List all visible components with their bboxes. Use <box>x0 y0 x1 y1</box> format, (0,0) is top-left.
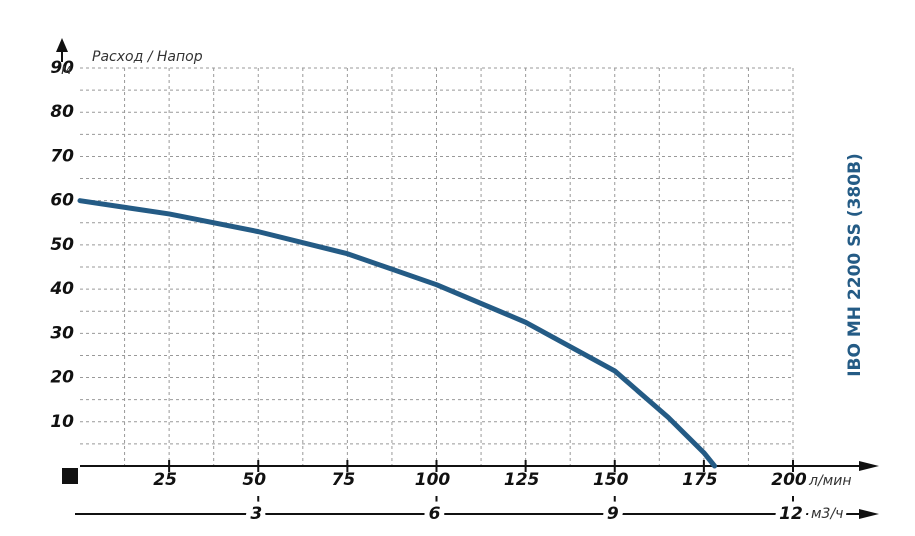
y-axis-label: Расход / Напор <box>92 49 203 65</box>
y-tick-label: 20 <box>50 368 74 388</box>
x-tick-label: 125 <box>504 470 540 490</box>
y-tick-label: 10 <box>50 412 74 432</box>
x2-tick-label: 12 <box>779 504 803 524</box>
y-tick-label: 90 <box>50 58 74 78</box>
x2-tick-label: 3 <box>250 504 262 524</box>
y-tick-label: 60 <box>50 191 74 211</box>
x-unit: л/мин <box>808 473 851 489</box>
x2-tick-label: 6 <box>429 504 441 524</box>
y-arrow <box>56 38 68 52</box>
x-tick-label: 50 <box>242 470 266 490</box>
y-unit: м <box>61 62 72 78</box>
y-tick-label: 40 <box>49 279 74 299</box>
y-tick-label: 80 <box>50 102 74 122</box>
x-tick-label: 150 <box>593 470 629 490</box>
chart-title: IBO MH 2200 SS (380В) <box>845 153 865 377</box>
x-tick-label: 100 <box>415 470 451 490</box>
y-tick-label: 50 <box>50 235 74 255</box>
x2-tick-label: 9 <box>607 504 619 524</box>
origin-square <box>62 468 78 484</box>
x2-arrow <box>859 509 879 519</box>
x2-unit: м3/ч <box>811 506 843 522</box>
x-tick-label: 25 <box>153 470 177 490</box>
x-tick-label: 200 <box>771 470 807 490</box>
y-tick-label: 30 <box>50 323 74 343</box>
curve <box>77 198 718 469</box>
x-arrow <box>859 461 879 471</box>
x-tick-label: 175 <box>682 470 718 490</box>
y-tick-label: 70 <box>50 146 74 166</box>
x-tick-label: 75 <box>332 470 356 490</box>
